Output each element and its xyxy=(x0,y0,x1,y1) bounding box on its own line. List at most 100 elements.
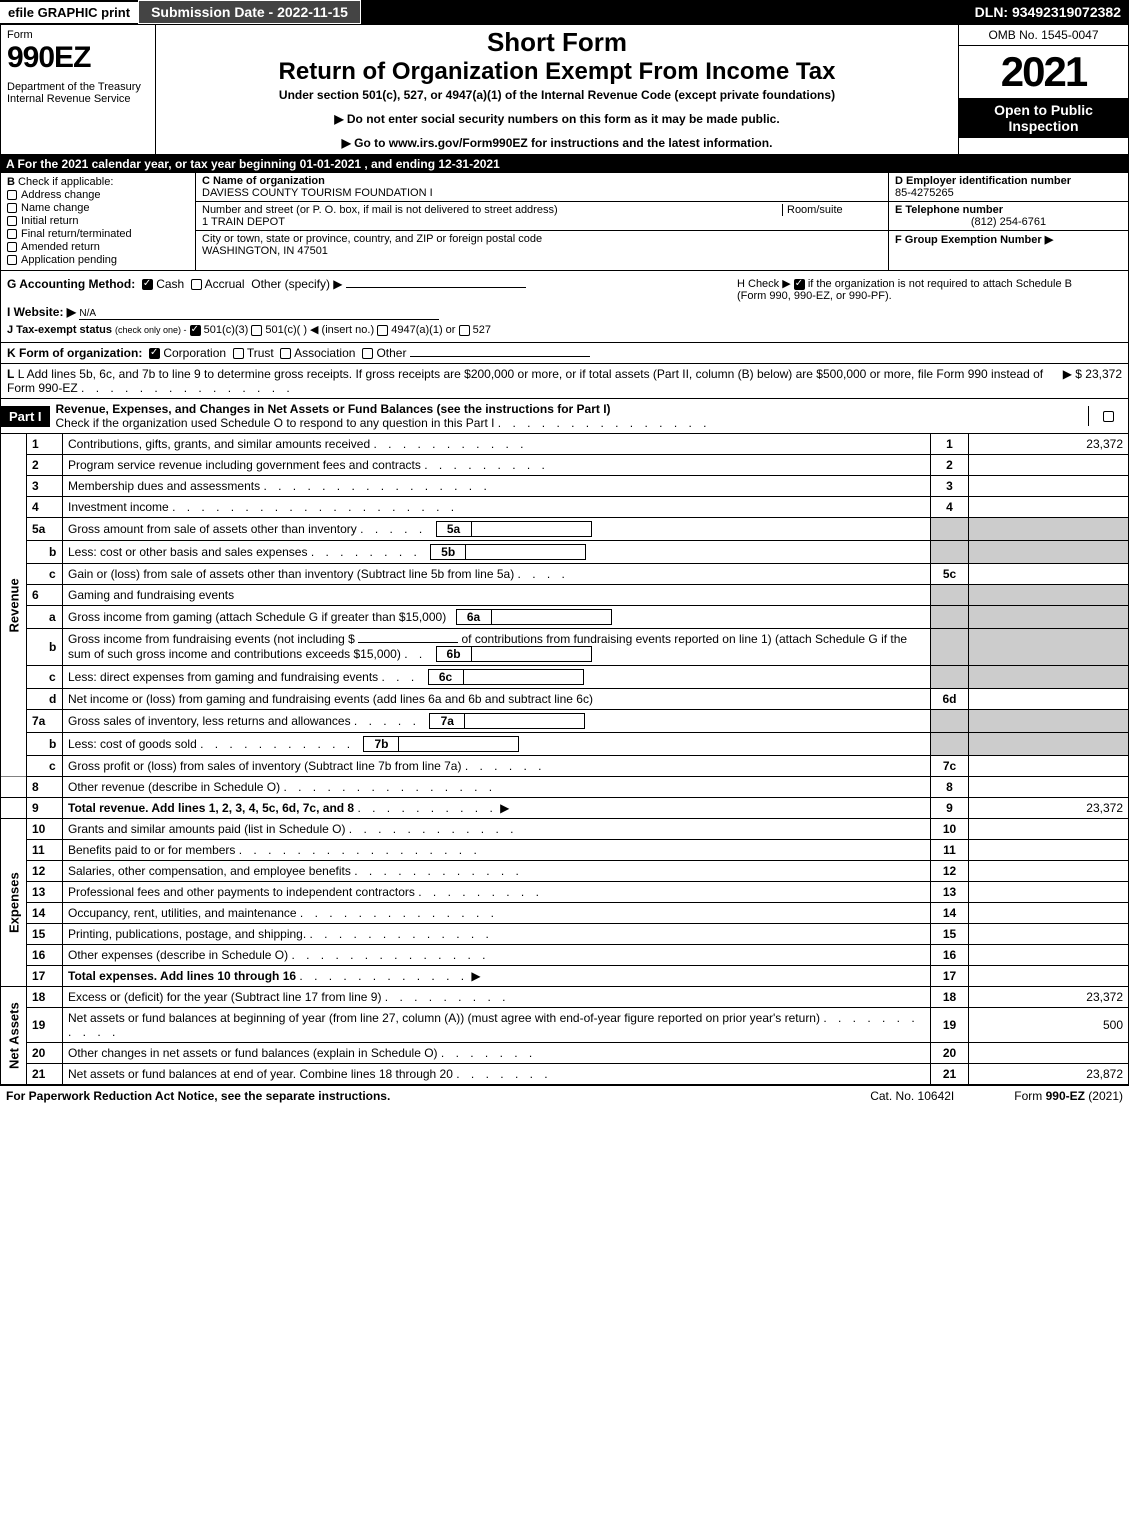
row4-desc: Investment income xyxy=(68,500,169,514)
tel-value: (812) 254-6761 xyxy=(895,216,1122,228)
c-name-label: C Name of organization xyxy=(202,175,325,187)
chk-schedule-b[interactable] xyxy=(794,279,805,290)
row17-desc: Total expenses. Add lines 10 through 16 xyxy=(68,969,296,983)
row20-num: 20 xyxy=(27,1043,63,1064)
opt-initial-return: Initial return xyxy=(21,215,78,227)
row1-box: 1 xyxy=(931,434,969,455)
ein-value: 85-4275265 xyxy=(895,187,1122,199)
row6b-num: b xyxy=(27,629,63,666)
row7c-box: 7c xyxy=(931,756,969,777)
other-input[interactable] xyxy=(346,287,526,288)
row6d-num: d xyxy=(27,689,63,710)
row14-amt xyxy=(969,903,1129,924)
j-label: J Tax-exempt status xyxy=(7,324,112,336)
row5a-amt xyxy=(969,518,1129,541)
row13-amt xyxy=(969,882,1129,903)
part1-header: Part I Revenue, Expenses, and Changes in… xyxy=(0,399,1129,434)
footer-right: Form 990-EZ (2021) xyxy=(1014,1089,1123,1103)
tax-year: 2021 xyxy=(959,46,1128,98)
row6-amt xyxy=(969,585,1129,606)
chk-trust[interactable] xyxy=(233,348,244,359)
row6c-amt xyxy=(969,666,1129,689)
row6d-desc: Net income or (loss) from gaming and fun… xyxy=(68,692,593,706)
chk-initial-return[interactable] xyxy=(7,216,17,226)
chk-amended-return[interactable] xyxy=(7,242,17,252)
row10-box: 10 xyxy=(931,819,969,840)
row11-desc: Benefits paid to or for members xyxy=(68,843,235,857)
header-right: OMB No. 1545-0047 2021 Open to Public In… xyxy=(958,25,1128,154)
chk-501c3[interactable] xyxy=(190,325,201,336)
row2-desc: Program service revenue including govern… xyxy=(68,458,421,472)
chk-association[interactable] xyxy=(280,348,291,359)
row6d-amt xyxy=(969,689,1129,710)
row16-desc: Other expenses (describe in Schedule O) xyxy=(68,948,288,962)
footer-left: For Paperwork Reduction Act Notice, see … xyxy=(6,1089,390,1103)
vtab-net-assets: Net Assets xyxy=(1,987,27,1085)
row10-desc: Grants and similar amounts paid (list in… xyxy=(68,822,345,836)
k-trust: Trust xyxy=(247,346,274,360)
row6-num: 6 xyxy=(27,585,63,606)
row5b-box xyxy=(931,541,969,564)
row3-amt xyxy=(969,476,1129,497)
chk-501c[interactable] xyxy=(251,325,262,336)
row8-box: 8 xyxy=(931,777,969,798)
chk-4947[interactable] xyxy=(377,325,388,336)
chk-application-pending[interactable] xyxy=(7,255,17,265)
main-title: Return of Organization Exempt From Incom… xyxy=(166,58,948,86)
row5c-desc: Gain or (loss) from sale of assets other… xyxy=(68,567,514,581)
chk-corporation[interactable] xyxy=(149,348,160,359)
subtitle: Under section 501(c), 527, or 4947(a)(1)… xyxy=(166,88,948,102)
row7b-iamt xyxy=(399,736,519,752)
row6c-num: c xyxy=(27,666,63,689)
b-label: B xyxy=(7,176,15,188)
ein-label: D Employer identification number xyxy=(895,175,1122,187)
chk-527[interactable] xyxy=(459,325,470,336)
row3-box: 3 xyxy=(931,476,969,497)
row7b-ibox: 7b xyxy=(363,736,399,752)
row5a-desc: Gross amount from sale of assets other t… xyxy=(68,522,357,536)
row6b-desc1: Gross income from fundraising events (no… xyxy=(68,632,355,646)
row5c-box: 5c xyxy=(931,564,969,585)
l-amount: ▶ $ 23,372 xyxy=(1063,367,1122,395)
row9-amt: 23,372 xyxy=(969,798,1129,819)
c-city-label: City or town, state or province, country… xyxy=(202,233,882,245)
row6b-amt xyxy=(969,629,1129,666)
row21-desc: Net assets or fund balances at end of ye… xyxy=(68,1067,453,1081)
chk-final-return[interactable] xyxy=(7,229,17,239)
short-form-title: Short Form xyxy=(166,27,948,58)
row4-num: 4 xyxy=(27,497,63,518)
row7c-num: c xyxy=(27,756,63,777)
section-c: C Name of organization DAVIESS COUNTY TO… xyxy=(196,173,888,270)
row5a-iamt xyxy=(472,521,592,537)
row6c-box xyxy=(931,666,969,689)
row5b-ibox: 5b xyxy=(430,544,466,560)
row16-num: 16 xyxy=(27,945,63,966)
vtab-revenue: Revenue xyxy=(1,434,27,777)
row6b-ibox: 6b xyxy=(436,646,472,662)
row19-num: 19 xyxy=(27,1008,63,1043)
row5b-iamt xyxy=(466,544,586,560)
chk-other-org[interactable] xyxy=(362,348,373,359)
header-center: Short Form Return of Organization Exempt… xyxy=(156,25,958,154)
chk-accrual[interactable] xyxy=(191,279,202,290)
row8-amt xyxy=(969,777,1129,798)
row11-amt xyxy=(969,840,1129,861)
row19-box: 19 xyxy=(931,1008,969,1043)
other-org-input[interactable] xyxy=(410,356,590,357)
chk-name-change[interactable] xyxy=(7,203,17,213)
opt-address-change: Address change xyxy=(21,189,101,201)
row6b-box xyxy=(931,629,969,666)
omb-number: OMB No. 1545-0047 xyxy=(959,25,1128,46)
chk-cash[interactable] xyxy=(142,279,153,290)
row18-box: 18 xyxy=(931,987,969,1008)
chk-schedule-o[interactable] xyxy=(1103,411,1114,422)
row7b-box xyxy=(931,733,969,756)
row5b-num: b xyxy=(27,541,63,564)
row6b-amount-input[interactable] xyxy=(358,642,458,643)
chk-address-change[interactable] xyxy=(7,190,17,200)
vtab-expenses: Expenses xyxy=(1,819,27,987)
row6a-amt xyxy=(969,606,1129,629)
row15-amt xyxy=(969,924,1129,945)
k-row: K Form of organization: Corporation Trus… xyxy=(0,343,1129,364)
instruction-2: ▶ Go to www.irs.gov/Form990EZ for instru… xyxy=(166,136,948,150)
